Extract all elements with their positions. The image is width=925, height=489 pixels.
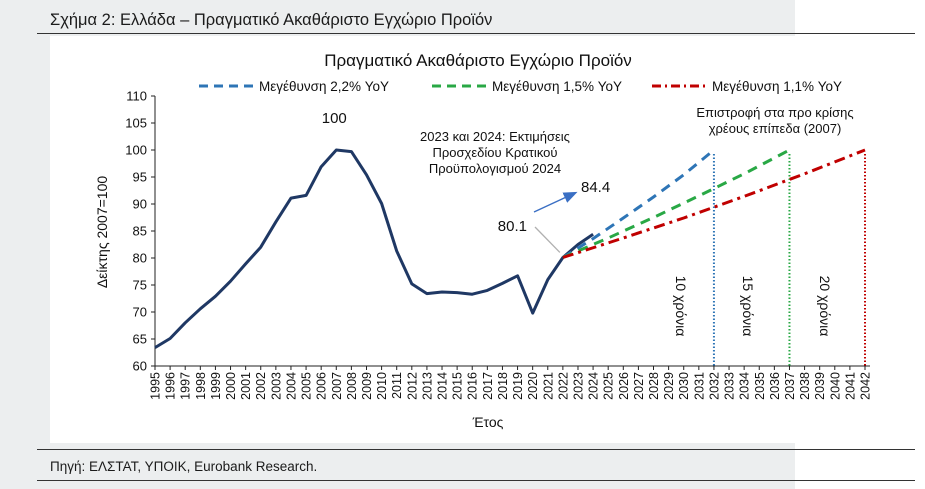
y-tick-label-110: 110 — [126, 89, 147, 104]
x-tick-label-2023: 2023 — [571, 372, 585, 400]
x-tick-label-2024: 2024 — [587, 372, 601, 400]
series-line-1 — [154, 148, 594, 349]
x-tick-label-2021: 2021 — [541, 372, 555, 400]
y-tick-label-80: 80 — [133, 251, 147, 266]
budget-note-line-1: 2023 και 2024: Εκτιμήσεις — [420, 129, 570, 144]
y-tick-label-100: 100 — [125, 143, 147, 158]
x-tick-label-2031: 2031 — [692, 372, 706, 400]
leader-2022 — [534, 226, 561, 253]
figure-title: Σχήμα 2: Ελλάδα – Πραγματικό Ακαθάριστο … — [50, 11, 493, 29]
x-tick-label-2011: 2011 — [390, 372, 404, 399]
series-line-3 — [562, 148, 791, 259]
x-tick-label-2033: 2033 — [723, 372, 737, 400]
x-tick-label-2032: 2032 — [707, 372, 721, 400]
x-tick-label-2000: 2000 — [224, 372, 238, 400]
source-note: Πηγή: ΕΛΣΤΑΤ, ΥΠΟΙΚ, Eurobank Research. — [50, 459, 318, 474]
bottom-divider — [37, 449, 915, 450]
x-tick-label-1998: 1998 — [194, 372, 208, 400]
chart-area — [50, 36, 918, 443]
x-tick-label-2010: 2010 — [375, 372, 389, 400]
x-tick-label-2013: 2013 — [420, 372, 434, 400]
legend-label-3: Μεγέθυνση 1,1% YoY — [712, 79, 842, 94]
y-tick-label-60: 60 — [133, 359, 147, 374]
vline-label-2042: 20 χρόνια — [817, 276, 833, 337]
return-note-line-2: χρέους επίπεδα (2007) — [709, 121, 842, 136]
y-tick-label-105: 105 — [125, 116, 147, 131]
x-tick-label-1996: 1996 — [164, 372, 178, 400]
x-tick-label-2036: 2036 — [768, 372, 782, 400]
x-tick-label-2019: 2019 — [511, 372, 525, 400]
x-tick-label-1997: 1997 — [179, 372, 193, 400]
series-line-4 — [562, 148, 866, 259]
x-tick-label-2017: 2017 — [481, 372, 495, 400]
label-2024-value: 84.4 — [581, 179, 610, 196]
y-axis-title: Δείκτης 2007=100 — [94, 176, 110, 289]
x-tick-label-2030: 2030 — [677, 372, 691, 400]
x-tick-label-2039: 2039 — [813, 372, 827, 400]
x-tick-label-2025: 2025 — [602, 372, 616, 400]
x-tick-label-2014: 2014 — [436, 372, 450, 400]
arrow-2024 — [533, 191, 578, 213]
series-line-2 — [562, 148, 715, 259]
x-tick-label-2006: 2006 — [315, 372, 329, 400]
x-tick-label-2028: 2028 — [647, 372, 661, 400]
x-tick-label-2027: 2027 — [632, 372, 646, 400]
x-axis-title: Έτος — [472, 414, 504, 430]
x-tick-label-2003: 2003 — [269, 372, 283, 400]
y-tick-label-90: 90 — [133, 197, 147, 212]
x-tick-label-2040: 2040 — [828, 372, 842, 400]
chart-title: Πραγματικό Ακαθάριστο Εγχώριο Προϊόν — [324, 51, 632, 70]
x-tick-label-2020: 2020 — [526, 372, 540, 400]
return-note-line-1: Επιστροφή στα προ κρίσης — [696, 105, 853, 120]
x-tick-label-2029: 2029 — [662, 372, 676, 400]
vline-label-2037: 15 χρόνια — [740, 276, 756, 337]
x-tick-label-2018: 2018 — [496, 372, 510, 400]
label-peak-2007: 100 — [322, 110, 347, 127]
x-tick-label-2002: 2002 — [254, 372, 268, 400]
x-tick-label-1999: 1999 — [209, 372, 223, 400]
x-tick-label-2015: 2015 — [451, 372, 465, 400]
end-divider — [37, 480, 915, 481]
budget-note-line-3: Προϋπολογισμού 2024 — [429, 161, 561, 176]
x-tick-label-2008: 2008 — [345, 372, 359, 400]
x-tick-label-2007: 2007 — [330, 372, 344, 400]
x-tick-label-2026: 2026 — [617, 372, 631, 400]
x-tick-label-2009: 2009 — [360, 372, 374, 400]
x-tick-label-2034: 2034 — [738, 372, 752, 400]
x-tick-label-2042: 2042 — [859, 372, 873, 400]
label-2022-value: 80.1 — [498, 218, 527, 235]
vline-label-2032: 10 χρόνια — [673, 276, 689, 337]
x-tick-label-2035: 2035 — [753, 372, 767, 400]
top-divider — [37, 33, 915, 34]
legend-label-1: Μεγέθυνση 2,2% YoY — [259, 79, 389, 94]
x-tick-label-2038: 2038 — [798, 372, 812, 400]
x-tick-label-2022: 2022 — [556, 372, 570, 400]
y-tick-label-65: 65 — [133, 332, 147, 347]
x-tick-label-2041: 2041 — [843, 372, 857, 400]
budget-note-line-2: Προσχεδίου Κρατικού — [432, 145, 557, 160]
x-tick-label-2037: 2037 — [783, 372, 797, 400]
x-tick-label-2001: 2001 — [239, 372, 253, 400]
x-tick-label-2004: 2004 — [284, 372, 298, 400]
x-tick-label-1995: 1995 — [149, 372, 163, 400]
y-tick-label-75: 75 — [133, 278, 147, 293]
x-tick-label-2012: 2012 — [405, 372, 419, 400]
y-tick-label-85: 85 — [133, 224, 147, 239]
x-tick-label-2016: 2016 — [466, 372, 480, 400]
legend-label-2: Μεγέθυνση 1,5% YoY — [492, 79, 622, 94]
y-tick-label-95: 95 — [133, 170, 147, 185]
y-tick-label-70: 70 — [133, 305, 147, 320]
x-tick-label-2005: 2005 — [300, 372, 314, 400]
